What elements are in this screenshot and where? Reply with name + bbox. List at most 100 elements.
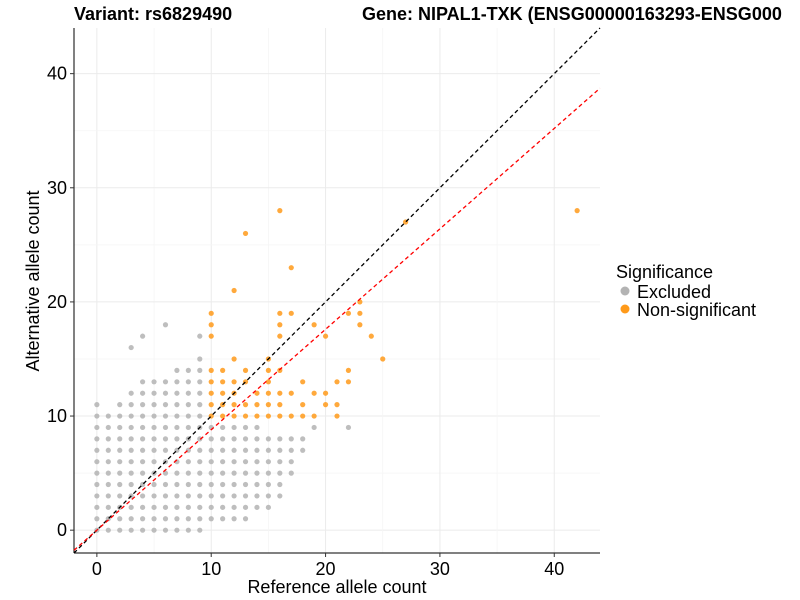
point-excluded: [128, 390, 134, 396]
point-non-significant: [277, 208, 283, 214]
point-excluded: [105, 493, 111, 499]
point-excluded: [128, 527, 134, 533]
point-excluded: [231, 470, 237, 476]
point-excluded: [151, 459, 157, 465]
point-excluded: [117, 424, 123, 431]
point-excluded: [185, 390, 191, 396]
point-non-significant: [231, 379, 237, 385]
point-excluded: [94, 424, 100, 431]
point-excluded: [288, 470, 294, 476]
point-non-significant: [208, 333, 214, 339]
point-excluded: [288, 447, 294, 453]
point-excluded: [94, 413, 100, 419]
point-excluded: [185, 413, 191, 419]
point-excluded: [208, 459, 214, 465]
point-excluded: [208, 436, 214, 442]
point-non-significant: [300, 402, 306, 408]
point-non-significant: [334, 402, 340, 408]
point-excluded: [128, 516, 134, 522]
point-excluded: [140, 333, 146, 339]
point-non-significant: [242, 367, 249, 373]
point-non-significant: [574, 208, 580, 214]
y-axis-title: Alternative allele count: [23, 190, 43, 371]
point-excluded: [311, 424, 317, 431]
point-excluded: [151, 527, 157, 533]
point-excluded: [220, 424, 226, 431]
point-excluded: [162, 413, 169, 419]
point-excluded: [117, 459, 123, 465]
y-axis-ticks: 0 10 20 30 40: [47, 64, 74, 540]
point-excluded: [242, 504, 249, 510]
point-excluded: [151, 390, 157, 396]
point-non-significant: [231, 402, 237, 408]
point-excluded: [220, 481, 226, 488]
point-excluded: [197, 436, 203, 442]
point-excluded: [288, 459, 294, 465]
point-excluded: [94, 459, 100, 465]
reference-line-fit: [73, 87, 601, 551]
point-excluded: [265, 481, 271, 488]
chart-title-gene: Gene: NIPAL1-TXK (ENSG00000163293-ENSG00…: [362, 4, 782, 24]
point-excluded: [208, 516, 214, 522]
point-excluded: [220, 447, 226, 453]
point-excluded: [231, 424, 237, 431]
point-non-significant: [265, 390, 271, 396]
point-excluded: [162, 390, 169, 396]
point-excluded: [231, 459, 237, 465]
point-excluded: [242, 470, 249, 476]
point-excluded: [140, 436, 146, 442]
point-non-significant: [380, 356, 386, 362]
point-excluded: [197, 379, 203, 385]
point-non-significant: [254, 413, 260, 419]
point-excluded: [117, 481, 123, 488]
point-excluded: [105, 424, 111, 431]
point-non-significant: [300, 379, 306, 385]
point-non-significant: [277, 413, 283, 419]
point-excluded: [105, 413, 111, 419]
point-excluded: [117, 436, 123, 442]
point-excluded: [151, 481, 157, 488]
point-excluded: [140, 459, 146, 465]
point-excluded: [197, 333, 203, 339]
point-excluded: [220, 493, 226, 499]
point-excluded: [208, 481, 214, 488]
point-excluded: [162, 436, 169, 442]
point-non-significant: [265, 367, 271, 373]
point-excluded: [151, 436, 157, 442]
point-excluded: [105, 459, 111, 465]
point-excluded: [231, 447, 237, 453]
point-non-significant: [288, 265, 294, 271]
x-tick-label: 10: [201, 559, 221, 579]
chart-title-variant: Variant: rs6829490: [74, 4, 232, 24]
point-excluded: [242, 516, 249, 522]
point-non-significant: [208, 322, 214, 328]
point-non-significant: [311, 413, 317, 419]
x-tick-label: 20: [316, 559, 336, 579]
point-excluded: [197, 504, 203, 510]
point-excluded: [94, 493, 100, 499]
point-excluded: [197, 459, 203, 465]
point-excluded: [162, 527, 169, 533]
point-excluded: [185, 424, 191, 431]
y-tick-label: 0: [57, 520, 67, 540]
point-excluded: [128, 470, 134, 476]
point-excluded: [128, 424, 134, 431]
point-excluded: [254, 504, 260, 510]
point-excluded: [277, 493, 283, 499]
point-excluded: [197, 527, 203, 533]
point-excluded: [162, 424, 169, 431]
point-excluded: [265, 459, 271, 465]
legend-label-non-significant: Non-significant: [637, 300, 756, 320]
point-excluded: [277, 481, 283, 488]
point-non-significant: [288, 310, 294, 316]
point-excluded: [174, 516, 180, 522]
point-non-significant: [265, 379, 271, 385]
point-non-significant: [265, 402, 271, 408]
point-excluded: [254, 470, 260, 476]
point-excluded: [197, 493, 203, 499]
point-non-significant: [231, 413, 237, 419]
plot-grid: [74, 28, 600, 553]
point-excluded: [231, 504, 237, 510]
point-excluded: [128, 447, 134, 453]
point-excluded: [197, 516, 203, 522]
